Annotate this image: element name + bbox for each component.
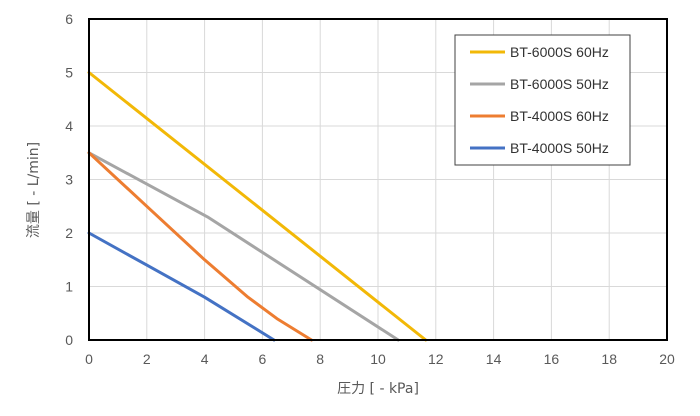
y-tick-label: 5 — [65, 65, 73, 81]
x-tick-label: 8 — [316, 351, 324, 367]
legend: BT-6000S 60Hz BT-6000S 50Hz BT-4000S 60Hz B… — [454, 34, 631, 166]
x-tick-label: 20 — [659, 351, 675, 367]
series-lines — [87, 71, 428, 342]
y-tick-label: 1 — [65, 279, 73, 295]
series-line-bt-4000s-50hz — [87, 231, 276, 342]
y-tick-labels: 0 1 2 3 4 5 6 — [65, 11, 73, 348]
y-tick-label: 4 — [65, 118, 73, 134]
x-tick-label: 4 — [201, 351, 209, 367]
y-axis-title: 流量 [ - L/min] — [26, 142, 42, 238]
x-tick-label: 0 — [85, 351, 93, 367]
x-tick-label: 14 — [486, 351, 502, 367]
x-axis-title: 圧力 [ - kPa] — [337, 381, 419, 397]
x-tick-label: 16 — [544, 351, 560, 367]
series-line-bt-4000s-60hz — [87, 151, 313, 342]
x-tick-label: 6 — [259, 351, 267, 367]
legend-label: BT-6000S 60Hz — [510, 44, 609, 60]
legend-label: BT-4000S 60Hz — [510, 108, 609, 124]
legend-label: BT-4000S 50Hz — [510, 140, 609, 156]
y-tick-label: 0 — [65, 332, 73, 348]
plot-frame — [88, 18, 668, 341]
x-tick-labels: 0 2 4 6 8 10 12 14 16 18 20 — [85, 351, 675, 367]
x-tick-label: 12 — [428, 351, 444, 367]
series-line-bt-6000s-50hz — [87, 151, 400, 342]
legend-box — [454, 34, 631, 166]
x-tick-label: 10 — [370, 351, 386, 367]
y-tick-label: 2 — [65, 225, 73, 241]
y-tick-label: 3 — [65, 172, 73, 188]
y-tick-label: 6 — [65, 11, 73, 27]
x-tick-label: 2 — [143, 351, 151, 367]
series-line-bt-6000s-60hz — [87, 71, 428, 342]
legend-label: BT-6000S 50Hz — [510, 76, 609, 92]
x-tick-label: 18 — [601, 351, 617, 367]
